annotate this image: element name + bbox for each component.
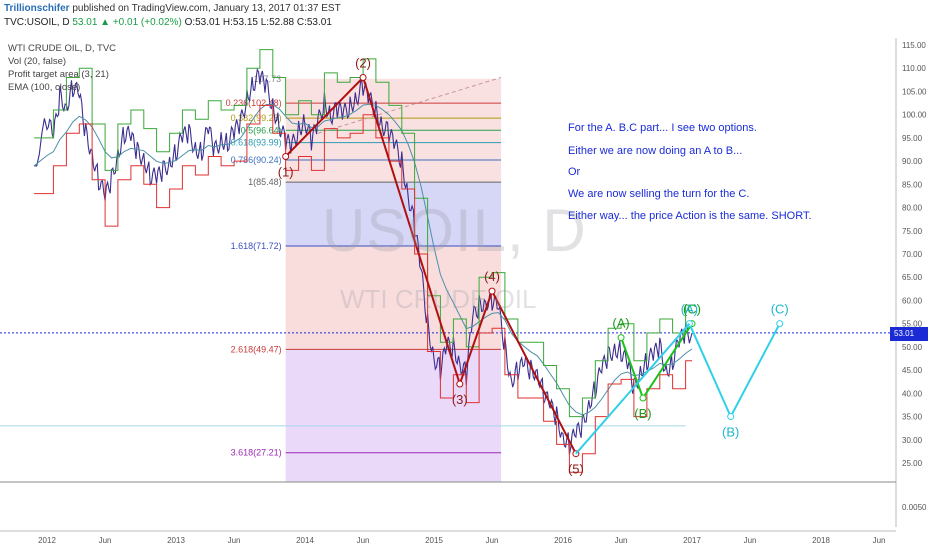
- price-tick-label: 50.00: [902, 343, 923, 352]
- fib-level-label: 0.236(102.48): [226, 98, 282, 108]
- price-tick-label: 55.00: [902, 320, 923, 329]
- price-tick-label: 70.00: [902, 250, 923, 259]
- time-tick-label: Jun: [873, 536, 886, 545]
- wave-point: [776, 320, 784, 328]
- price-tick-label: 95.00: [902, 134, 923, 143]
- wave-label: (A): [681, 302, 698, 317]
- note-line-3: Or: [568, 166, 581, 178]
- fib-zone-blue: [285, 182, 502, 247]
- wave-label: (1): [278, 164, 294, 179]
- watermark-symbol: USOIL, D: [322, 197, 587, 264]
- price-tick-label: 85.00: [902, 180, 923, 189]
- time-tick-label: 2013: [167, 536, 185, 545]
- time-tick-label: 2018: [812, 536, 830, 545]
- trend-dashed-line: [317, 77, 502, 134]
- wave-point: [488, 287, 496, 295]
- fib-level-label: 0.382(99.25): [231, 113, 282, 123]
- price-tick-label: 60.00: [902, 296, 923, 305]
- time-tick-label: Jun: [99, 536, 112, 545]
- fib-zone-violet: [285, 349, 502, 482]
- change-text: 53.01 ▲ +0.01 (+0.02%): [72, 17, 182, 28]
- wave-point: [456, 380, 464, 388]
- wave-point: [617, 334, 625, 342]
- symbol-line: TVC:USOIL, D 53.01 ▲ +0.01 (+0.02%) O:53…: [4, 17, 332, 28]
- note-line-4: We are now selling the turn for the C.: [568, 188, 750, 200]
- price-tick-label: 35.00: [902, 413, 923, 422]
- fib-level-label: 0.786(90.24): [231, 155, 282, 165]
- plot-area: [0, 38, 896, 482]
- wave-label: (3): [452, 392, 468, 407]
- time-tick-label: 2012: [38, 536, 56, 545]
- price-tick-label: 105.00: [902, 87, 927, 96]
- price-tick-label: 90.00: [902, 157, 923, 166]
- cyan-impulse-line: [575, 323, 691, 455]
- indicator-label-profit-target[interactable]: Profit target area (3, 21): [8, 69, 109, 80]
- price-tick-label: 110.00: [902, 64, 926, 73]
- lower-pane-tick: 0.0050: [902, 503, 927, 512]
- wave-point: [727, 413, 735, 421]
- author-link[interactable]: Trillionschifer: [4, 3, 70, 14]
- note-line-1: For the A. B.C part... I see two options…: [568, 122, 757, 134]
- wave-label: (B): [634, 406, 651, 421]
- wave-label: (B): [722, 425, 739, 440]
- fib-level-label: 3.618(27.21): [231, 448, 282, 458]
- fib-top-label: 107.73: [254, 74, 282, 84]
- wave-label: (C): [771, 302, 789, 317]
- fib-level-label: 0.5(96.64): [241, 125, 282, 135]
- time-tick-label: Jun: [357, 536, 370, 545]
- fib-level-label: 2.618(49.47): [231, 344, 282, 354]
- note-line-5: Either way... the price Action is the sa…: [568, 210, 812, 222]
- time-tick-label: Jun: [228, 536, 241, 545]
- price-tick-label: 80.00: [902, 204, 923, 213]
- symbol-text: TVC:USOIL, D: [4, 17, 70, 28]
- time-tick-label: Jun: [615, 536, 628, 545]
- time-tick-label: 2017: [683, 536, 701, 545]
- wave-label: (2): [355, 56, 371, 71]
- price-tick-label: 25.00: [902, 459, 923, 468]
- price-tick-label: 115.00: [902, 41, 926, 50]
- wave-label: (C): [683, 302, 701, 317]
- wave-label: (5): [568, 462, 584, 477]
- last-price-label: 53.01: [890, 327, 928, 341]
- fib-level-label: 1(85.48): [248, 177, 282, 187]
- price-tick-label: 40.00: [902, 389, 923, 398]
- published-text: published on TradingView.com, January 13…: [72, 3, 341, 14]
- note-line-2: Either we are now doing an A to B...: [568, 145, 743, 157]
- wave-point: [359, 74, 367, 82]
- price-tick-label: 30.00: [902, 436, 923, 445]
- publish-line: Trillionschifer published on TradingView…: [4, 3, 341, 14]
- price-tick-label: 100.00: [902, 111, 927, 120]
- ema-line: [33, 103, 693, 416]
- indicator-label-vol[interactable]: Vol (20, false): [8, 56, 67, 67]
- indicator-label-ema[interactable]: EMA (100, close): [8, 82, 81, 93]
- ohlc-text: O:53.01 H:53.15 L:52.88 C:53.01: [184, 17, 332, 28]
- time-tick-label: Jun: [744, 536, 757, 545]
- price-tick-label: 65.00: [902, 273, 923, 282]
- watermark-name: WTI CRUDE OIL: [340, 284, 537, 314]
- wave-label: (A): [612, 316, 629, 331]
- wave-point: [282, 152, 290, 160]
- time-tick-label: 2014: [296, 536, 314, 545]
- fib-zone-red: [285, 246, 502, 350]
- time-tick-label: Jun: [486, 536, 499, 545]
- fib-level-label: 1.618(71.72): [231, 241, 282, 251]
- price-tick-label: 45.00: [902, 366, 923, 375]
- fib-level-label: 0.618(93.99): [231, 138, 282, 148]
- time-tick-label: 2016: [554, 536, 572, 545]
- profit-target-lower: [34, 104, 692, 473]
- wave-label: (4): [484, 269, 500, 284]
- wave-point: [639, 394, 647, 402]
- time-tick-label: 2015: [425, 536, 443, 545]
- profit-target-upper: [34, 49, 692, 418]
- indicator-label-main[interactable]: WTI CRUDE OIL, D, TVC: [8, 43, 117, 54]
- price-tick-label: 75.00: [902, 227, 923, 236]
